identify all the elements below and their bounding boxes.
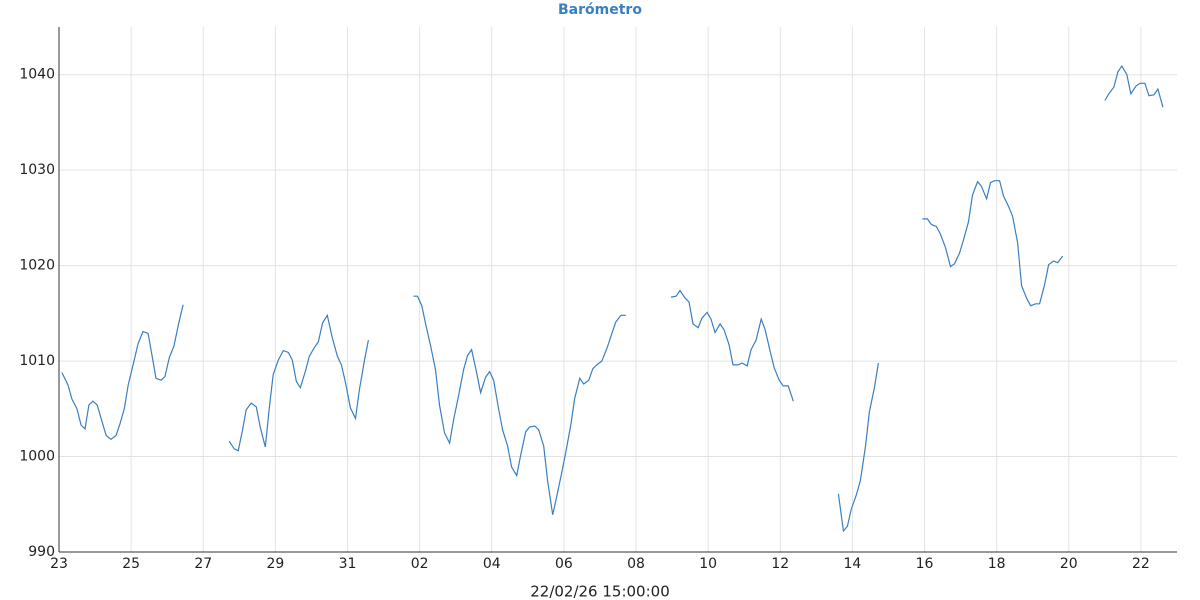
x-tick-label: 16 [916,556,934,572]
y-tick-label: 1030 [19,162,55,178]
x-tick-label: 14 [844,556,862,572]
x-tick-label: 02 [411,556,429,572]
line [61,64,1164,533]
x-tick-label: 29 [266,556,284,572]
y-tick-label: 1040 [19,67,55,83]
x-tick-label: 04 [483,556,501,572]
x-tick-label: 12 [771,556,789,572]
x-tick-label: 08 [627,556,645,572]
y-tick-label: 990 [28,544,55,560]
y-tick-label: 1010 [19,353,55,369]
y-tick-label: 1020 [19,258,55,274]
x-tick-label: 31 [339,556,357,572]
x-axis-label: 22/02/26 15:00:00 [530,583,670,600]
x-tick-label: 18 [988,556,1006,572]
x-tick-label: 10 [699,556,717,572]
x-tick-label: 25 [122,556,140,572]
chart-title: Barómetro [558,2,642,18]
x-tick-label: 23 [50,556,68,572]
x-tick-label: 06 [555,556,573,572]
x-tick-label: 22 [1132,556,1150,572]
y-tick-label: 1000 [19,449,55,465]
x-tick-label: 27 [194,556,212,572]
x-tick-label: 20 [1060,556,1078,572]
